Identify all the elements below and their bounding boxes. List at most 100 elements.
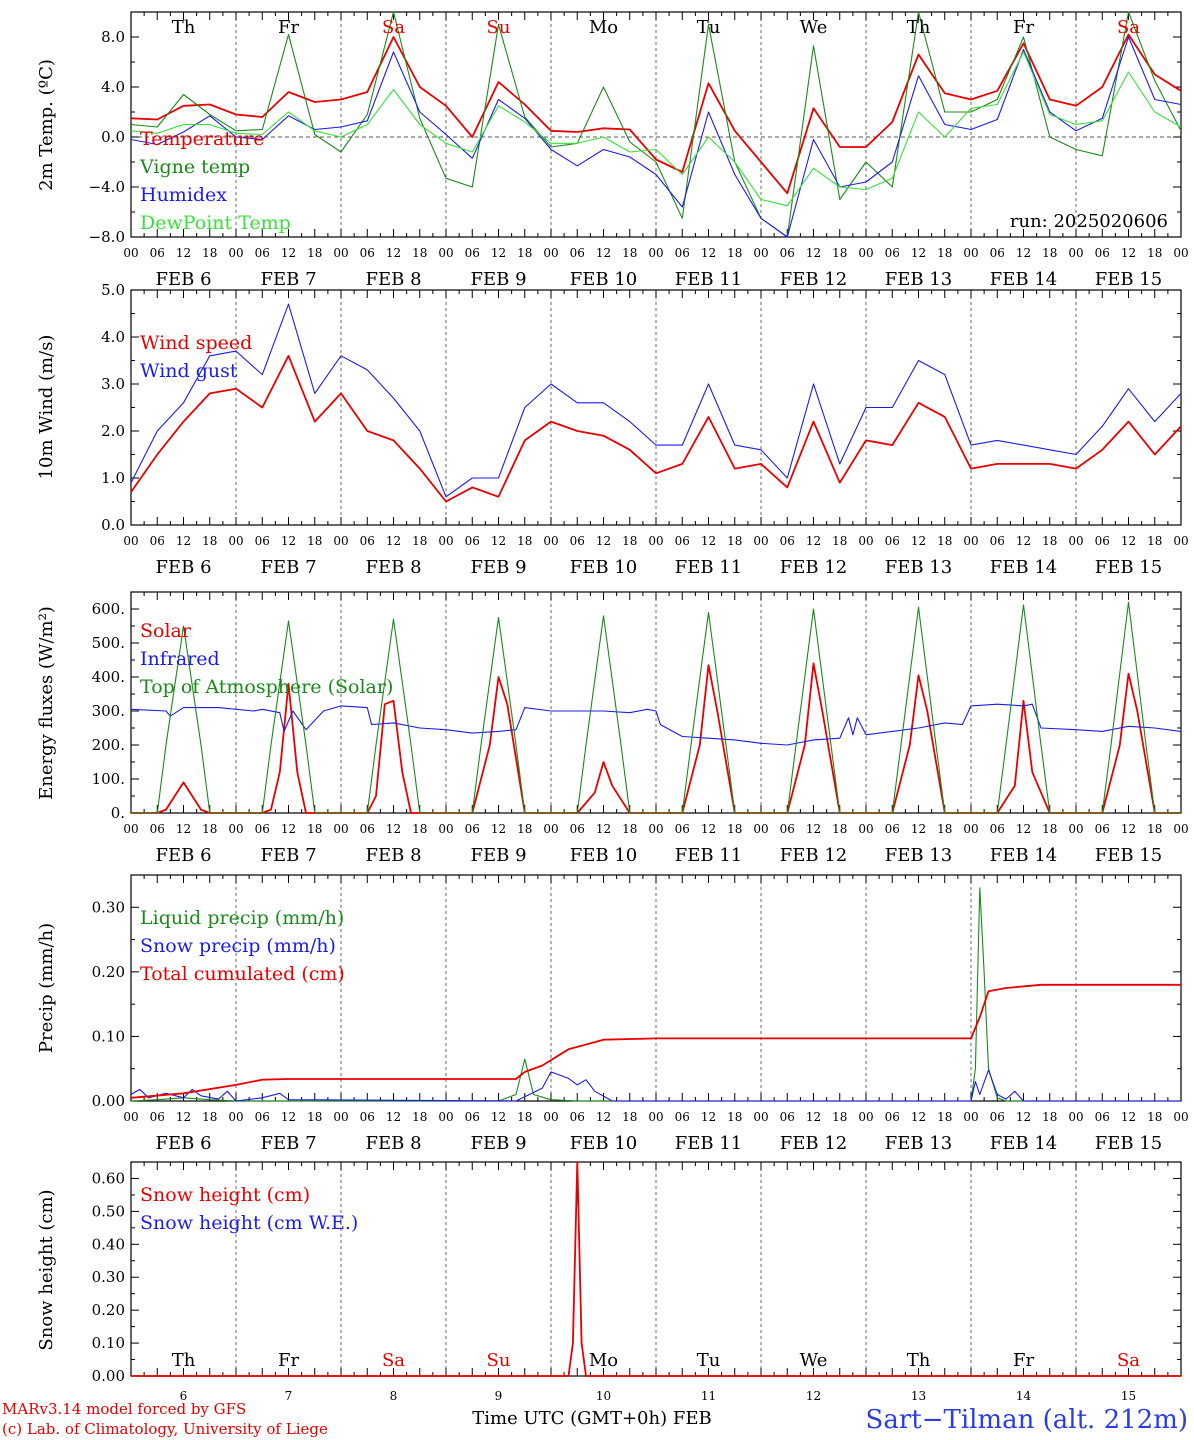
date-label: FEB 15 xyxy=(1095,269,1162,290)
hour-tick-label: 00 xyxy=(1173,534,1188,548)
hour-tick-label: 00 xyxy=(963,534,978,548)
hour-tick-label: 12 xyxy=(596,246,611,260)
hour-tick-label: 06 xyxy=(465,1110,480,1124)
date-label: FEB 6 xyxy=(155,1133,211,1154)
hour-tick-label: 06 xyxy=(990,822,1005,836)
hour-tick-label: 18 xyxy=(727,1110,742,1124)
hour-tick-label: 18 xyxy=(307,534,322,548)
y-tick-label: 5.0 xyxy=(101,281,125,299)
date-label: FEB 12 xyxy=(780,845,847,866)
hour-tick-label: 06 xyxy=(255,246,270,260)
date-label: FEB 9 xyxy=(470,845,526,866)
run-annotation: run: 2025020606 xyxy=(1010,211,1168,232)
hour-tick-label: 06 xyxy=(465,534,480,548)
legend-entry: Infrared xyxy=(140,648,220,670)
legend-entry: Vigne temp xyxy=(139,156,250,178)
hour-tick-label: 00 xyxy=(963,822,978,836)
y-tick-label: 4.0 xyxy=(101,78,125,96)
date-label: FEB 12 xyxy=(780,557,847,578)
date-label: FEB 8 xyxy=(365,269,421,290)
hour-tick-label: 12 xyxy=(386,1110,401,1124)
legend-entry: Humidex xyxy=(140,184,227,206)
hour-tick-label: 18 xyxy=(307,1110,322,1124)
y-axis-label: 10m Wind (m/s) xyxy=(36,335,57,480)
hour-tick-label: 06 xyxy=(570,246,585,260)
hour-tick-label: 00 xyxy=(438,246,453,260)
series-line-snow-height-cm xyxy=(131,1161,1181,1377)
hour-tick-label: 18 xyxy=(517,534,532,548)
day-number-label: 9 xyxy=(495,1389,503,1403)
hour-tick-label: 06 xyxy=(780,1110,795,1124)
x-axis-label: Time UTC (GMT+0h) FEB xyxy=(472,1408,711,1429)
legend-entry: Total cumulated (cm) xyxy=(140,963,345,985)
y-tick-label: 0.20 xyxy=(92,1301,125,1319)
legend-entry: Liquid precip (mm/h) xyxy=(140,907,344,929)
day-of-week-label: Sa xyxy=(382,17,405,38)
y-axis-label: Snow height (cm) xyxy=(36,1189,57,1350)
hour-tick-label: 18 xyxy=(517,822,532,836)
hour-tick-label: 00 xyxy=(753,822,768,836)
hour-tick-label: 00 xyxy=(1068,246,1083,260)
hour-tick-label: 00 xyxy=(543,534,558,548)
hour-tick-label: 12 xyxy=(386,246,401,260)
hour-tick-label: 00 xyxy=(333,246,348,260)
series-line-dewpoint-temp xyxy=(130,51,1182,207)
day-of-week-label: Th xyxy=(907,1350,931,1371)
legend-entry: Wind speed xyxy=(140,332,252,354)
day-of-week-label: Su xyxy=(487,17,511,38)
day-of-week-label: Sa xyxy=(1117,17,1140,38)
hour-tick-label: 18 xyxy=(202,1110,217,1124)
hour-tick-label: 18 xyxy=(307,246,322,260)
hour-tick-label: 18 xyxy=(1042,1110,1057,1124)
hour-tick-label: 00 xyxy=(858,822,873,836)
date-label: FEB 6 xyxy=(155,269,211,290)
y-tick-label: 0.0 xyxy=(101,516,125,534)
day-of-week-label: Th xyxy=(172,1350,196,1371)
hour-tick-label: 00 xyxy=(333,1110,348,1124)
y-axis-label: Energy fluxes (W/m²) xyxy=(36,606,57,800)
hour-tick-label: 12 xyxy=(491,246,506,260)
hour-tick-label: 06 xyxy=(1095,1110,1110,1124)
date-label: FEB 12 xyxy=(780,1133,847,1154)
hour-tick-label: 18 xyxy=(832,534,847,548)
hour-tick-label: 06 xyxy=(465,246,480,260)
hour-tick-label: 06 xyxy=(570,1110,585,1124)
hour-tick-label: 18 xyxy=(622,246,637,260)
date-label: FEB 14 xyxy=(990,1133,1057,1154)
y-tick-label: 2.0 xyxy=(101,422,125,440)
hour-tick-label: 12 xyxy=(491,822,506,836)
date-label: FEB 12 xyxy=(780,269,847,290)
legend-entry: Top of Atmosphere (Solar) xyxy=(140,676,393,698)
date-label: FEB 10 xyxy=(570,1133,637,1154)
hour-tick-label: 18 xyxy=(937,1110,952,1124)
day-of-week-label: Sa xyxy=(382,1350,405,1371)
hour-tick-label: 06 xyxy=(570,534,585,548)
day-of-week-label: We xyxy=(800,1350,828,1371)
hour-tick-label: 06 xyxy=(150,534,165,548)
hour-tick-label: 06 xyxy=(885,534,900,548)
hour-tick-label: 18 xyxy=(1042,534,1057,548)
hour-tick-label: 06 xyxy=(675,534,690,548)
date-label: FEB 15 xyxy=(1095,557,1162,578)
hour-tick-label: 06 xyxy=(675,822,690,836)
legend-entry: Temperature xyxy=(140,128,264,150)
series-line-snow-precip-mm-h xyxy=(130,1069,1181,1102)
hour-tick-label: 06 xyxy=(885,822,900,836)
hour-tick-label: 00 xyxy=(648,246,663,260)
hour-tick-label: 12 xyxy=(806,534,821,548)
date-label: FEB 8 xyxy=(365,557,421,578)
date-label: FEB 10 xyxy=(570,269,637,290)
hour-tick-label: 12 xyxy=(281,534,296,548)
hour-tick-label: 12 xyxy=(1121,822,1136,836)
hour-tick-label: 00 xyxy=(1173,822,1188,836)
hour-tick-label: 12 xyxy=(1121,1110,1136,1124)
hour-tick-label: 18 xyxy=(622,534,637,548)
y-tick-label: −4.0 xyxy=(89,178,125,196)
hour-tick-label: 06 xyxy=(465,822,480,836)
y-tick-label: 0.40 xyxy=(92,1235,125,1253)
hour-tick-label: 18 xyxy=(517,1110,532,1124)
hour-tick-label: 18 xyxy=(727,246,742,260)
hour-tick-label: 00 xyxy=(228,822,243,836)
y-tick-label: 0.30 xyxy=(92,1268,125,1286)
hour-tick-label: 18 xyxy=(1147,1110,1162,1124)
